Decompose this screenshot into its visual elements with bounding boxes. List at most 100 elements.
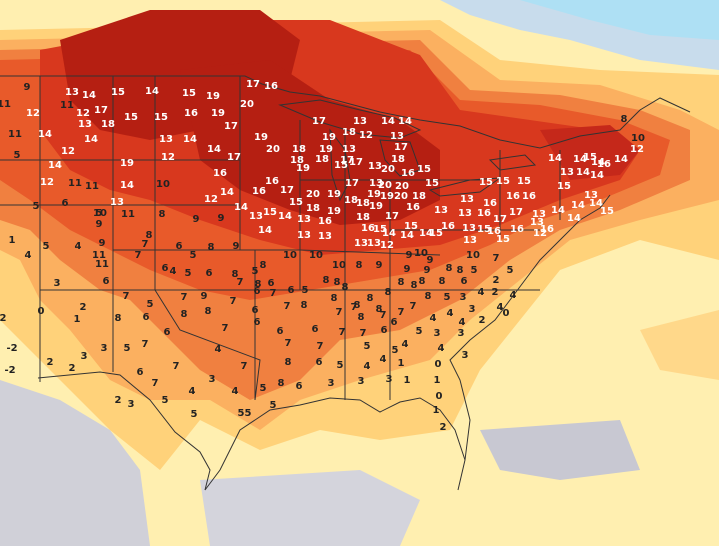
value-label: 7 <box>398 307 405 318</box>
value-label: 11 <box>121 209 135 220</box>
value-label: 6 <box>143 312 150 323</box>
value-label: 6 <box>137 367 144 378</box>
value-label: 8 <box>301 300 308 311</box>
value-label: 8 <box>323 275 330 286</box>
value-label: 5 <box>190 250 197 261</box>
value-label: 12 <box>61 146 75 157</box>
value-label: 14 <box>38 129 52 140</box>
value-label: 20 <box>240 99 254 110</box>
value-label: 6 <box>206 268 213 279</box>
value-label: 13 <box>297 214 311 225</box>
value-label: 16 <box>483 198 497 209</box>
value-label: 13 <box>367 238 381 249</box>
value-label: 17 <box>493 214 507 225</box>
value-label: 8 <box>232 269 239 280</box>
value-label: 2 <box>492 287 499 298</box>
value-label: 7 <box>339 327 346 338</box>
value-label: 4 <box>75 241 82 252</box>
value-label: 5 <box>14 150 21 161</box>
value-label: 6 <box>381 325 388 336</box>
value-label: 16 <box>252 186 266 197</box>
value-label: 8 <box>159 209 166 220</box>
value-label: 5 <box>238 408 245 419</box>
value-label: 12 <box>161 152 175 163</box>
value-label: 9 <box>427 255 434 266</box>
value-label: 13 <box>532 209 546 220</box>
value-label: 14 <box>120 180 134 191</box>
value-label: 7 <box>285 338 292 349</box>
value-label: 1 <box>9 235 16 246</box>
value-label: 12 <box>26 108 40 119</box>
value-label: 13 <box>390 131 404 142</box>
value-label: 14 <box>571 200 585 211</box>
value-label: 16 <box>506 191 520 202</box>
value-label: 5 <box>185 268 192 279</box>
value-label: 4 <box>189 386 196 397</box>
value-label: 14 <box>567 213 581 224</box>
value-label: 16 <box>522 191 536 202</box>
value-label: 13 <box>462 223 476 234</box>
value-label: 1 <box>404 375 411 386</box>
value-label: 14 <box>258 225 272 236</box>
value-label: 5 <box>270 400 277 411</box>
value-label: 15 <box>334 160 348 171</box>
value-label: 20 <box>306 189 320 200</box>
value-label: 17 <box>349 157 363 168</box>
value-label: 14 <box>419 228 433 239</box>
value-label: 8 <box>367 293 374 304</box>
value-label: 3 <box>128 399 135 410</box>
value-label: 20 <box>381 164 395 175</box>
value-label: 13 <box>460 194 474 205</box>
value-label: 19 <box>322 132 336 143</box>
value-label: 11 <box>0 99 11 110</box>
value-label: 8 <box>411 280 418 291</box>
value-label: 8 <box>208 242 215 253</box>
value-label: 17 <box>385 211 399 222</box>
value-label: 8 <box>439 276 446 287</box>
value-label: 0 <box>436 391 443 402</box>
value-label: 13 <box>249 211 263 222</box>
value-label: 14 <box>382 228 396 239</box>
value-label: 11 <box>68 178 82 189</box>
value-label: -2 <box>4 365 15 376</box>
value-label: 14 <box>400 230 414 241</box>
value-label: 17 <box>246 79 260 90</box>
value-label: 14 <box>590 170 604 181</box>
value-label: 14 <box>183 134 197 145</box>
value-label: 4 <box>430 313 437 324</box>
value-label: 16 <box>487 226 501 237</box>
value-label: 10 <box>414 248 428 259</box>
value-label: 9 <box>376 260 383 271</box>
value-label: 13 <box>368 161 382 172</box>
value-label: 17 <box>394 142 408 153</box>
value-label: 14 <box>548 153 562 164</box>
value-label: 7 <box>142 239 149 250</box>
value-label: 6 <box>103 276 110 287</box>
value-label: 13 <box>342 144 356 155</box>
value-label: 5 <box>364 341 371 352</box>
value-label: 16 <box>264 81 278 92</box>
value-label: 13 <box>354 238 368 249</box>
value-label: 15 <box>517 176 531 187</box>
value-label: 3 <box>386 374 393 385</box>
value-label: 8 <box>356 260 363 271</box>
value-label: 9 <box>233 241 240 252</box>
value-label: 7 <box>351 302 358 313</box>
value-label: 3 <box>328 378 335 389</box>
value-label: 13 <box>353 116 367 127</box>
value-label: 8 <box>260 260 267 271</box>
value-label: 5 <box>260 383 267 394</box>
value-label: 9 <box>406 250 413 261</box>
value-label: 8 <box>376 304 383 315</box>
value-label: 19 <box>319 144 333 155</box>
value-label: 15 <box>124 112 138 123</box>
value-label: 3 <box>209 374 216 385</box>
value-label: 3 <box>54 278 61 289</box>
value-label: 16 <box>265 176 279 187</box>
value-label: 7 <box>493 253 500 264</box>
value-label: 12 <box>40 177 54 188</box>
value-label: 15 <box>557 181 571 192</box>
value-label: 7 <box>336 307 343 318</box>
